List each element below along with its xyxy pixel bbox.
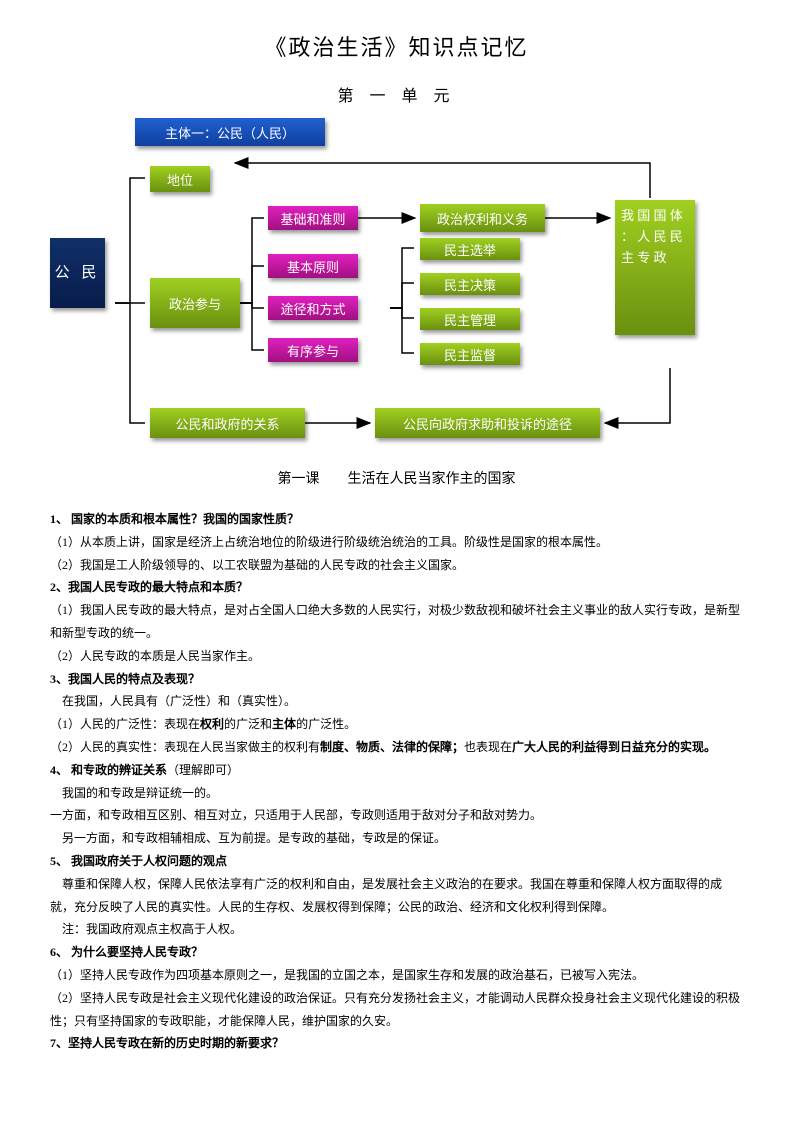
lesson-title: 第一课 生活在人民当家作主的国家 [50,468,743,488]
concept-diagram: 主体一：公民（人民） 公 民 地位 政治参与 公民和政府的关系 基础和准则 基本… [50,118,743,458]
node-root: 公 民 [50,238,105,308]
node-elect: 民主选举 [420,238,520,260]
q4: 4、 和专政的辨证关系（理解即可） [50,759,743,782]
q3b: （1）人民的广泛性：表现在权利的广泛和主体的广泛性。 [50,713,743,736]
q4a: 我国的和专政是辩证统一的。 [50,782,743,805]
node-decide: 民主决策 [420,273,520,295]
node-relation: 公民和政府的关系 [150,408,305,438]
node-participate: 政治参与 [150,278,240,328]
q2b: （2）人民专政的本质是人民当家作主。 [50,645,743,668]
node-orderly: 有序参与 [268,338,358,362]
q1b: （2）我国是工人阶级领导的、以工农联盟为基础的人民专政的社会主义国家。 [50,554,743,577]
q4b: 一方面，和专政相互区别、相互对立，只适用于人民部，专政则适用于敌对分子和敌对势力… [50,804,743,827]
unit-label: 第 一 单 元 [50,82,743,106]
diagram-header: 主体一：公民（人民） [135,118,325,146]
node-principle: 基本原则 [268,254,358,278]
q2: 2、我国人民专政的最大特点和本质？ [50,576,743,599]
q5: 5、 我国政府关于人权问题的观点 [50,850,743,873]
node-manage: 民主管理 [420,308,520,330]
q3c: （2）人民的真实性：表现在人民当家做主的权利有制度、物质、法律的保障；也表现在广… [50,736,743,759]
q5a: 尊重和保障人权，保障人民依法享有广泛的权利和自由，是发展社会主义政治的在要求。我… [50,873,743,919]
q2a: （1）我国人民专政的最大特点，是对占全国人口绝大多数的人民实行，对极少数敌视和破… [50,599,743,645]
node-supervise: 民主监督 [420,343,520,365]
node-ways: 途径和方式 [268,296,358,320]
q7: 7、坚持人民专政在新的历史时期的新要求？ [50,1032,743,1055]
q6a: （1）坚持人民专政作为四项基本原则之一，是我国的立国之本，是国家生存和发展的政治… [50,964,743,987]
node-root-text: 公 民 [55,258,101,288]
node-status: 地位 [150,166,210,192]
content-body: 1、 国家的本质和根本属性？我国的国家性质？ （1）从本质上讲，国家是经济上占统… [50,508,743,1055]
q3: 3、我国人民的特点及表现？ [50,668,743,691]
page-title: 《政治生活》知识点记忆 [50,30,743,62]
q6b: （2）坚持人民专政是社会主义现代化建设的政治保证。只有充分发扬社会主义，才能调动… [50,987,743,1033]
q1a: （1）从本质上讲，国家是经济上占统治地位的阶级进行阶级统治统治的工具。阶级性是国… [50,531,743,554]
node-rights: 政治权利和义务 [420,204,545,232]
q4c: 另一方面，和专政相辅相成、互为前提。是专政的基础，专政是的保证。 [50,827,743,850]
q6: 6、 为什么要坚持人民专政？ [50,941,743,964]
node-appeal: 公民向政府求助和投诉的途径 [375,408,600,438]
q5b: 注：我国政府观点主权高于人权。 [50,918,743,941]
q1: 1、 国家的本质和根本属性？我国的国家性质？ [50,508,743,531]
node-system: 我 国 国 体 ： 人 民 民 主 专 政 [615,200,695,335]
q3a: 在我国，人民具有（广泛性）和（真实性）。 [50,690,743,713]
node-basis: 基础和准则 [268,206,358,230]
